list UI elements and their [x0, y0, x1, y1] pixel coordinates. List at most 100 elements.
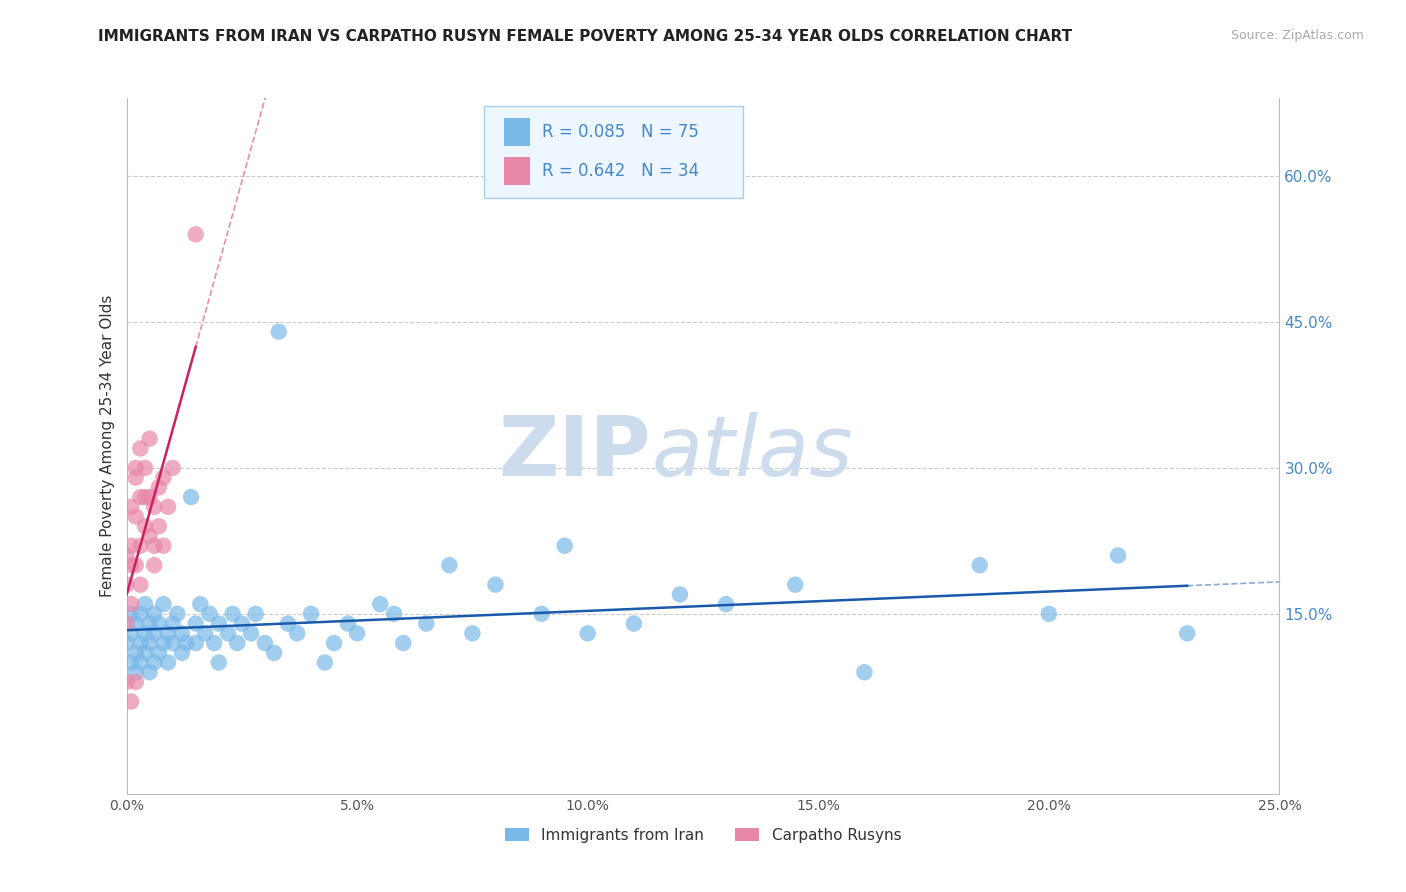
Text: Source: ZipAtlas.com: Source: ZipAtlas.com	[1230, 29, 1364, 43]
Text: IMMIGRANTS FROM IRAN VS CARPATHO RUSYN FEMALE POVERTY AMONG 25-34 YEAR OLDS CORR: IMMIGRANTS FROM IRAN VS CARPATHO RUSYN F…	[98, 29, 1073, 45]
Point	[115, 675, 138, 690]
Point	[157, 626, 180, 640]
Point	[134, 646, 156, 660]
Point	[125, 675, 148, 690]
Point	[143, 500, 166, 514]
Point	[129, 607, 152, 621]
Point	[253, 636, 276, 650]
Legend: Immigrants from Iran, Carpatho Rusyns: Immigrants from Iran, Carpatho Rusyns	[499, 822, 907, 849]
Point	[162, 616, 184, 631]
Point	[143, 539, 166, 553]
Point	[184, 616, 207, 631]
Text: R = 0.642   N = 34: R = 0.642 N = 34	[541, 162, 699, 180]
Point	[143, 607, 166, 621]
Point	[157, 656, 180, 670]
Point	[714, 597, 737, 611]
Point	[134, 519, 156, 533]
Point	[217, 626, 239, 640]
Point	[129, 577, 152, 591]
Y-axis label: Female Poverty Among 25-34 Year Olds: Female Poverty Among 25-34 Year Olds	[100, 295, 115, 597]
Point	[439, 558, 461, 573]
Point	[184, 636, 207, 650]
Text: atlas: atlas	[651, 412, 853, 493]
Point	[125, 646, 148, 660]
Point	[152, 597, 174, 611]
Point	[115, 577, 138, 591]
Point	[323, 636, 346, 650]
Point	[120, 500, 142, 514]
Point	[148, 519, 170, 533]
Point	[461, 626, 484, 640]
Point	[148, 646, 170, 660]
Point	[969, 558, 991, 573]
Point	[152, 636, 174, 650]
Point	[115, 549, 138, 563]
Point	[554, 539, 576, 553]
Point	[143, 626, 166, 640]
Point	[336, 616, 359, 631]
Point	[134, 597, 156, 611]
Point	[148, 480, 170, 494]
Point	[129, 636, 152, 650]
Point	[162, 636, 184, 650]
Point	[134, 490, 156, 504]
Point	[138, 432, 160, 446]
Point	[231, 616, 253, 631]
Point	[208, 656, 231, 670]
Point	[134, 461, 156, 475]
Point	[184, 227, 207, 242]
Point	[129, 539, 152, 553]
Point	[576, 626, 599, 640]
Point	[208, 616, 231, 631]
Point	[138, 665, 160, 680]
Point	[299, 607, 322, 621]
Point	[623, 616, 645, 631]
Point	[1175, 626, 1198, 640]
Point	[382, 607, 405, 621]
Point	[125, 461, 148, 475]
Point	[198, 607, 221, 621]
Point	[152, 470, 174, 484]
Point	[125, 470, 148, 484]
Point	[138, 529, 160, 543]
Point	[180, 490, 202, 504]
Point	[143, 656, 166, 670]
Point	[143, 558, 166, 573]
Point	[120, 539, 142, 553]
Text: R = 0.085   N = 75: R = 0.085 N = 75	[541, 123, 699, 141]
Point	[166, 607, 188, 621]
Point	[415, 616, 437, 631]
Point	[267, 325, 290, 339]
Point	[240, 626, 263, 640]
FancyBboxPatch shape	[484, 106, 744, 198]
Point	[157, 500, 180, 514]
Point	[120, 626, 142, 640]
Point	[530, 607, 553, 621]
Point	[134, 626, 156, 640]
Point	[120, 694, 142, 708]
Point	[188, 597, 211, 611]
Point	[1038, 607, 1060, 621]
Point	[226, 636, 249, 650]
Point	[392, 636, 415, 650]
Point	[346, 626, 368, 640]
Point	[245, 607, 267, 621]
Point	[120, 656, 142, 670]
Point	[1107, 549, 1129, 563]
Point	[138, 616, 160, 631]
FancyBboxPatch shape	[503, 157, 530, 186]
Point	[669, 587, 692, 601]
FancyBboxPatch shape	[503, 119, 530, 146]
Point	[853, 665, 876, 680]
Point	[115, 616, 138, 631]
Point	[148, 616, 170, 631]
Point	[125, 509, 148, 524]
Point	[785, 577, 807, 591]
Point	[125, 616, 148, 631]
Point	[120, 597, 142, 611]
Point	[138, 490, 160, 504]
Point	[221, 607, 243, 621]
Point	[115, 636, 138, 650]
Point	[125, 558, 148, 573]
Point	[125, 665, 148, 680]
